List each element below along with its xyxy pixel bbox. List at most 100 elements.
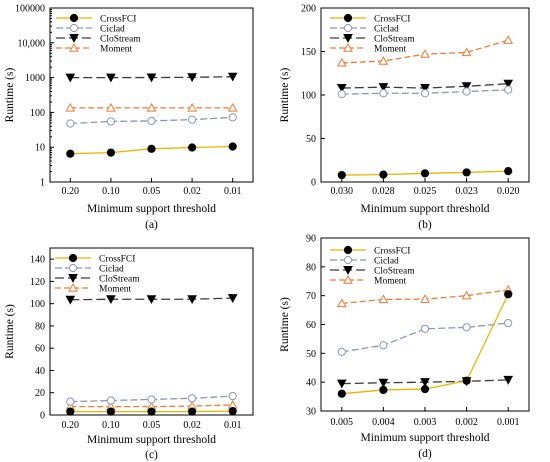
data-point-ciclad (462, 87, 471, 96)
data-point-moment (503, 35, 514, 44)
data-point-moment (420, 294, 430, 303)
data-point-moment (336, 57, 347, 67)
x-tick-label: 0.028 (372, 186, 395, 197)
data-point-ciclad (337, 347, 346, 356)
legend-marker-crossfci (343, 13, 353, 23)
data-point-crossfci (379, 385, 388, 395)
data-point-ciclad (106, 117, 116, 126)
y-tick-label: 50 (306, 349, 316, 360)
y-tick-label: 30 (306, 407, 316, 418)
x-tick-label: 0.20 (62, 420, 80, 431)
legend-marker-ciclad (69, 23, 79, 33)
data-point-ciclad (188, 115, 197, 124)
data-point-clostream (227, 294, 238, 303)
data-point-ciclad (228, 391, 237, 401)
data-point-crossfci (337, 170, 346, 180)
legend-marker-crossfci (343, 245, 353, 255)
y-tick-label: 60 (35, 344, 45, 355)
legend-label-moment: Moment (374, 45, 407, 55)
data-point-ciclad (379, 89, 388, 98)
data-point-crossfci (106, 148, 116, 157)
x-tick-label: 0.001 (497, 417, 520, 428)
chart-panel-c: 0 20 40 60 80 100 120 140 0.20 0.10 0.05 0.02 0.01 Mi… (4, 247, 254, 461)
legend-marker-crossfci (68, 253, 78, 263)
data-point-clostream (146, 73, 157, 83)
chart-panel-a: 1 10 100 1000 10,000 100000 0.20 0.10 0.05 0.02 0.… (4, 4, 254, 231)
y-tick-label: 1 (40, 178, 45, 189)
legend-label-crossfci: CrossFCI (99, 255, 135, 265)
y-tick-label: 100 (301, 91, 316, 102)
data-point-clostream (106, 295, 116, 305)
legend-marker-moment (68, 282, 78, 292)
data-point-ciclad (66, 119, 75, 128)
data-point-clostream (503, 375, 514, 385)
data-point-ciclad (379, 341, 388, 350)
legend-label-crossfci: CrossFCI (374, 247, 410, 257)
data-point-crossfci (379, 170, 388, 179)
data-point-crossfci (337, 389, 346, 398)
y-tick-label: 100000 (15, 4, 45, 15)
y-tick-label: 100 (30, 299, 45, 310)
x-tick-label: 0.030 (331, 186, 354, 197)
x-tick-label: 0.003 (414, 417, 437, 428)
data-point-clostream (187, 295, 197, 305)
y-tick-label: 1000 (25, 73, 45, 84)
legend-marker-moment (343, 42, 353, 52)
data-point-ciclad (504, 318, 513, 328)
plot-frame (49, 7, 254, 183)
data-point-ciclad (147, 395, 156, 404)
legend-marker-ciclad (343, 23, 353, 33)
panel-caption: (a) (145, 219, 158, 231)
x-tick-label: 0.005 (331, 417, 354, 428)
data-point-crossfci (147, 144, 156, 153)
data-point-clostream (503, 79, 514, 89)
data-point-clostream (461, 82, 472, 92)
chart-panel-b: 0 50 100 150 200 0.030 0.028 0.025 0.023 0.020 Min… (279, 4, 530, 231)
panel-caption: (c) (145, 449, 158, 461)
data-point-ciclad (462, 323, 471, 332)
y-axis-label: Runtime (s) (4, 304, 16, 359)
chart-panel-d: 30 40 50 60 70 80 90 0.005 0.004 0.003 0.002 0.001 M… (279, 234, 530, 460)
legend-label-moment: Moment (100, 45, 133, 55)
x-tick-label: 0.025 (414, 186, 437, 197)
data-point-moment (106, 102, 116, 112)
legend-label-moment: Moment (374, 277, 407, 287)
data-point-clostream (65, 295, 76, 305)
data-point-crossfci (188, 143, 197, 152)
x-tick-label: 0.20 (62, 186, 80, 197)
data-point-crossfci (228, 142, 237, 151)
data-point-ciclad (504, 85, 513, 94)
data-point-moment (461, 47, 472, 57)
legend-label-crossfci: CrossFCI (100, 15, 136, 25)
legend-label-ciclad: Ciclad (99, 265, 124, 275)
data-point-moment (461, 290, 472, 300)
legend-label-ciclad: Ciclad (374, 25, 399, 35)
data-point-crossfci (66, 407, 75, 416)
x-tick-label: 0.01 (224, 186, 242, 197)
x-tick-label: 0.002 (455, 417, 478, 428)
data-point-crossfci (462, 376, 471, 385)
y-tick-label: 200 (301, 4, 316, 15)
data-point-crossfci (66, 149, 75, 158)
legend-label-clostream: CloStream (374, 35, 415, 45)
y-tick-label: 150 (301, 47, 316, 58)
data-point-clostream (378, 378, 389, 388)
x-tick-label: 0.05 (143, 420, 161, 431)
y-tick-label: 120 (30, 277, 45, 288)
data-point-crossfci (420, 169, 430, 178)
plot-frame (49, 247, 254, 416)
y-tick-label: 70 (306, 291, 316, 302)
legend-marker-clostream (68, 274, 78, 283)
data-point-crossfci (106, 407, 116, 416)
data-point-moment (420, 49, 430, 58)
y-tick-label: 50 (306, 134, 316, 145)
legend-label-ciclad: Ciclad (100, 25, 125, 35)
data-point-clostream (420, 378, 430, 388)
data-point-crossfci (504, 290, 513, 299)
data-point-clostream (420, 84, 430, 93)
y-tick-label: 90 (306, 234, 316, 245)
panel-caption: (d) (418, 448, 432, 460)
data-point-ciclad (66, 397, 75, 406)
